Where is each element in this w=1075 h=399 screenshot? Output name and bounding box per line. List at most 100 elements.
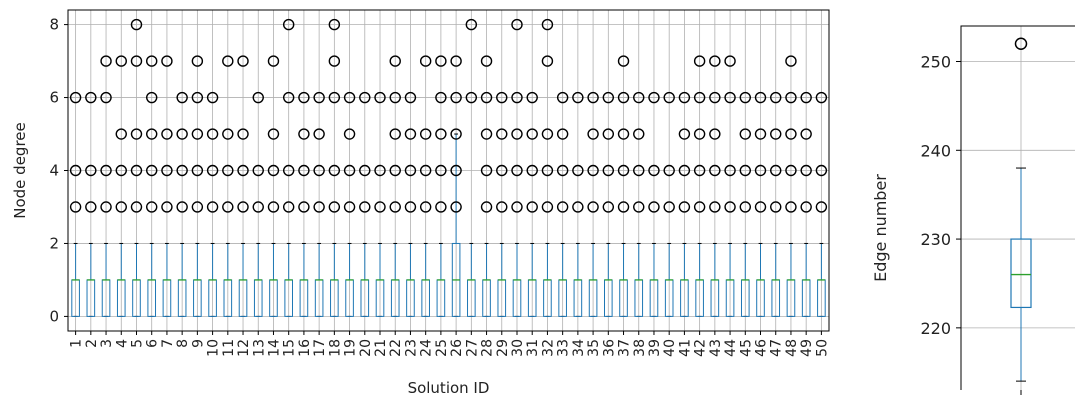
left-x-tick-label: 4 [114,339,130,348]
box-3 [100,55,112,317]
outlier-point [496,91,508,104]
outlier-point [343,128,356,140]
outlier-point [282,91,295,104]
outlier-point [633,128,645,140]
box-38 [633,91,645,317]
outlier-point [419,128,432,140]
left-x-tick-label: 46 [754,339,770,357]
outlier-point [785,91,797,104]
outlier-point [267,164,280,177]
outlier-point [161,55,173,67]
outlier-point [617,128,630,140]
box-39 [648,91,660,317]
box-16 [298,91,310,317]
box-37 [617,55,630,317]
box-46 [754,91,767,317]
outlier-point [739,164,751,177]
outlier-point [450,55,462,67]
outlier-point [541,201,554,213]
box-45 [739,91,751,317]
box-34 [572,91,584,317]
outlier-point [389,55,401,67]
left-x-tick-label: 15 [282,339,298,357]
outlier-point [85,201,97,213]
outlier-point [511,164,523,177]
box-32 [541,18,554,317]
outlier-point [161,164,173,177]
outlier-point [541,128,554,140]
outlier-point [556,91,569,104]
box-43 [709,55,721,317]
box-24 [419,55,432,317]
outlier-point [359,91,371,104]
outlier-point [800,91,812,104]
outlier-point [693,91,706,104]
outlier-point [800,128,812,140]
outlier-point [359,164,371,177]
outlier-point [176,201,188,213]
left-x-tick-label: 19 [343,339,359,357]
outlier-point [115,201,127,213]
outlier-point [709,55,721,67]
left-y-tick-label: 0 [49,307,59,325]
outlier-point [450,164,462,177]
box-41 [678,91,691,317]
outlier-point [389,164,401,177]
outlier-point [100,164,112,177]
left-y-tick-label: 8 [49,16,59,34]
outlier-point [496,164,508,177]
left-x-tick-label: 45 [738,339,754,357]
outlier-point [617,91,630,104]
outlier-point [191,55,204,67]
outlier-point [556,164,569,177]
left-x-tick-label: 5 [129,339,145,348]
outlier-point [130,164,143,177]
box-47 [770,91,782,317]
outlier-point [435,164,447,177]
outlier-point [146,128,158,140]
right-y-tick-label: 250 [920,53,951,72]
left-x-tick-label: 23 [403,339,419,357]
left-x-tick-label: 29 [495,339,511,357]
outlier-point [556,128,569,140]
outlier-point [480,164,493,177]
left-y-tick-label: 4 [49,162,59,180]
left-x-tick-label: 7 [160,339,176,348]
outlier-point [739,91,751,104]
outlier-point [633,201,645,213]
outlier-point [815,91,828,104]
outlier-point [785,201,797,213]
outlier-point [115,128,127,140]
outlier-point [267,55,280,67]
outlier-point [496,201,508,213]
outlier-point [663,164,675,177]
outlier-point [815,164,828,177]
left-x-tick-label: 16 [297,339,313,357]
left-gridlines [68,10,829,331]
outlier-point [115,55,127,67]
outlier-point [572,91,584,104]
box-27 [465,18,478,317]
outlier-point [267,128,280,140]
box-21 [374,91,386,317]
outlier-point [85,91,97,104]
outlier-point [739,201,751,213]
box-13 [252,91,264,317]
outlier-point [556,201,569,213]
outlier-point [465,91,478,104]
outlier-point [222,128,234,140]
outlier-point [602,201,615,213]
left-x-tick-label: 22 [388,339,404,357]
left-x-tick-label: 2 [84,339,100,348]
left-y-axis-label: Node degree [11,122,29,218]
outlier-point [709,201,721,213]
left-x-tick-label: 39 [647,339,663,357]
outlier-point [541,55,554,67]
outlier-point [480,201,493,213]
left-x-tick-label: 24 [419,339,435,357]
outlier-point [282,164,295,177]
outlier-point [206,164,219,177]
box-5 [130,18,143,317]
outlier-point [328,91,341,104]
